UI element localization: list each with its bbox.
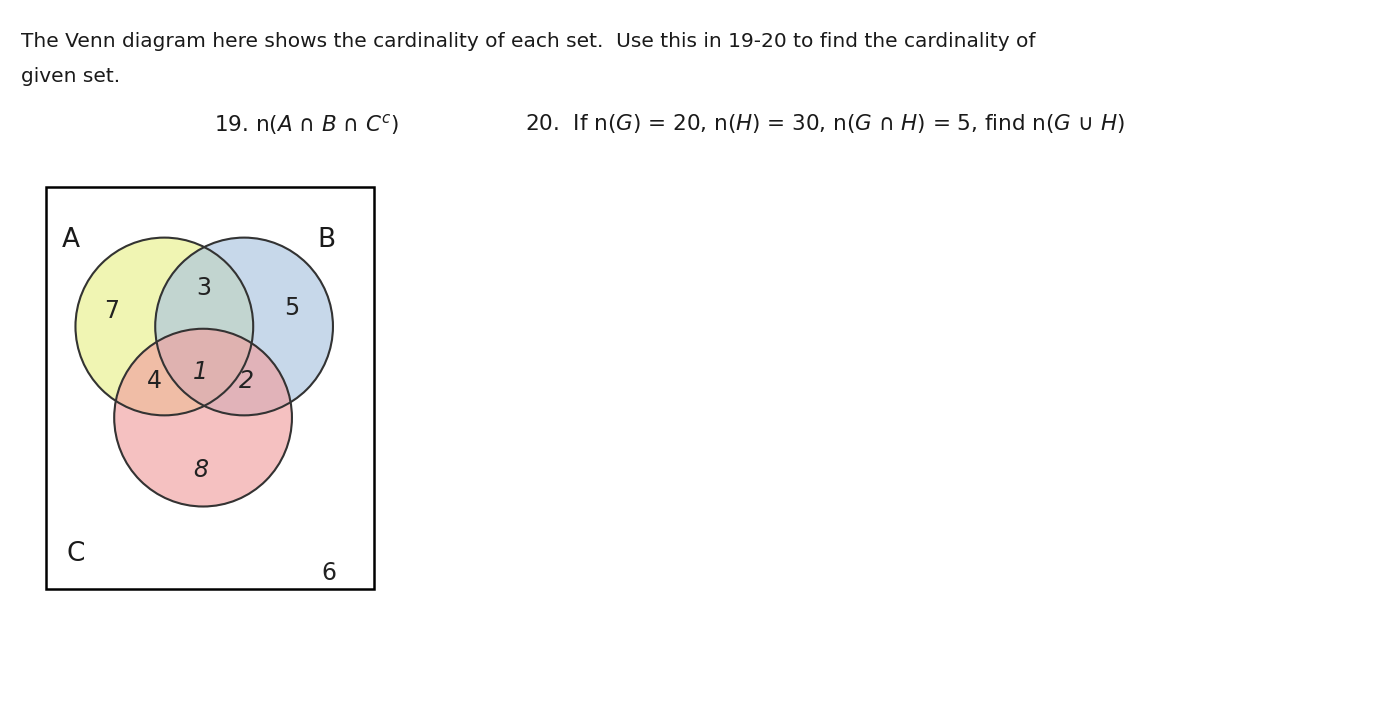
Text: given set.: given set. xyxy=(21,67,120,86)
Text: 1: 1 xyxy=(192,360,207,384)
Text: B: B xyxy=(318,227,336,253)
Text: A: A xyxy=(62,227,80,253)
Text: 2: 2 xyxy=(239,369,254,393)
Text: 6: 6 xyxy=(320,561,336,585)
Circle shape xyxy=(76,238,253,416)
Text: 3: 3 xyxy=(196,275,211,300)
Text: 8: 8 xyxy=(193,458,209,482)
Text: C: C xyxy=(66,541,84,567)
Text: 4: 4 xyxy=(146,369,162,393)
Text: 20.  If n($\mathit{G}$) = 20, n($\mathit{H}$) = 30, n($\mathit{G}$ $\cap$ $\math: 20. If n($\mathit{G}$) = 20, n($\mathit{… xyxy=(525,112,1124,135)
Circle shape xyxy=(155,238,333,416)
Bar xyxy=(46,187,374,589)
Text: 5: 5 xyxy=(284,297,300,320)
Text: 19. n($\mathit{A}$ $\cap$ $\mathit{B}$ $\cap$ $\mathit{C}^c$): 19. n($\mathit{A}$ $\cap$ $\mathit{B}$ $… xyxy=(214,112,399,137)
Text: 7: 7 xyxy=(105,299,119,322)
Text: The Venn diagram here shows the cardinality of each set.  Use this in 19-20 to f: The Venn diagram here shows the cardinal… xyxy=(21,32,1036,50)
Circle shape xyxy=(115,329,291,507)
